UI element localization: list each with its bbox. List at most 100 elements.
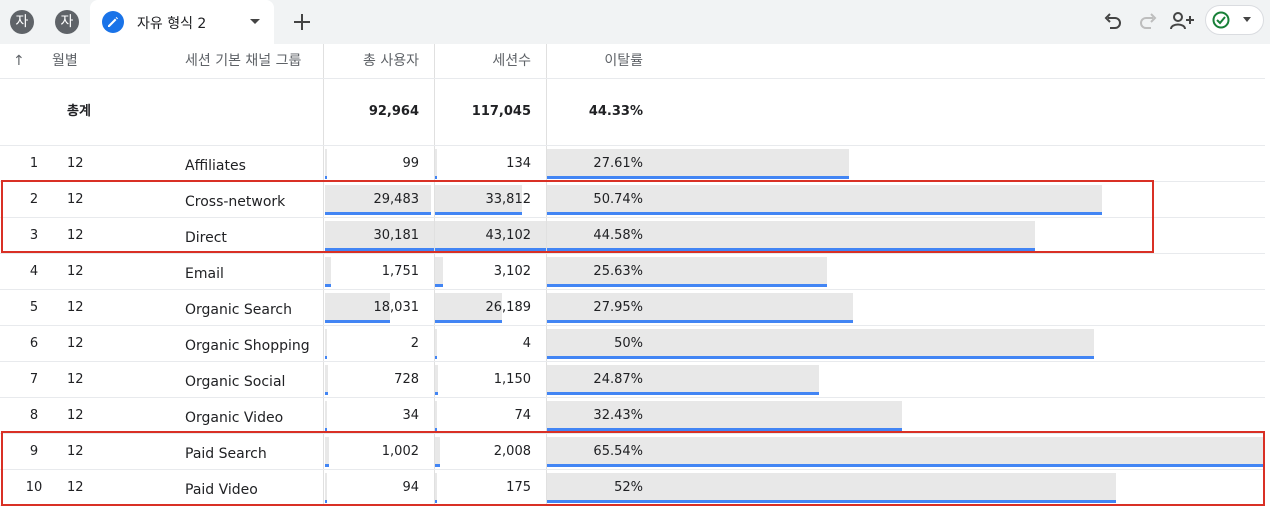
users-bar bbox=[325, 185, 431, 215]
total-users: 92,964 bbox=[368, 104, 419, 119]
column-divider bbox=[323, 79, 324, 145]
table-row[interactable]: 5 12 Organic Search 18,031 26,189 27.95% bbox=[0, 290, 1265, 326]
table-row[interactable]: 9 12 Paid Search 1,002 2,008 65.54% bbox=[0, 434, 1265, 470]
redo-icon bbox=[1140, 13, 1157, 29]
row-index: 5 bbox=[29, 300, 39, 315]
row-month: 12 bbox=[67, 444, 84, 459]
bounce-bar bbox=[547, 149, 849, 179]
bounce-bar bbox=[547, 473, 1116, 503]
table-row[interactable]: 4 12 Email 1,751 3,102 25.63% bbox=[0, 254, 1265, 290]
sessions-bar bbox=[435, 257, 443, 287]
row-bounce: 52% bbox=[614, 480, 643, 495]
table-row[interactable]: 1 12 Affiliates 99 134 27.61% bbox=[0, 146, 1265, 182]
dropdown-icon[interactable] bbox=[248, 15, 262, 29]
row-index: 7 bbox=[29, 372, 39, 387]
sessions-bar bbox=[435, 329, 437, 359]
row-users: 2 bbox=[410, 336, 419, 351]
bounce-bar bbox=[547, 401, 902, 431]
row-index: 6 bbox=[29, 336, 39, 351]
row-bounce: 27.95% bbox=[593, 300, 643, 315]
check-circle-icon bbox=[1212, 11, 1230, 29]
sessions-bar bbox=[435, 149, 437, 179]
redo-button[interactable] bbox=[1134, 7, 1162, 35]
row-sessions: 26,189 bbox=[485, 300, 532, 315]
row-users: 99 bbox=[402, 156, 419, 171]
table-row[interactable]: 3 12 Direct 30,181 43,102 44.58% bbox=[0, 218, 1265, 254]
column-divider bbox=[546, 218, 547, 253]
users-bar bbox=[325, 401, 327, 431]
column-divider bbox=[434, 254, 435, 289]
caret-down-icon bbox=[1243, 17, 1251, 22]
avatar[interactable]: 자 bbox=[10, 10, 34, 34]
sessions-bar bbox=[435, 221, 546, 251]
row-month: 12 bbox=[67, 480, 84, 495]
undo-button[interactable] bbox=[1099, 7, 1127, 35]
row-channel: Organic Shopping bbox=[185, 338, 310, 354]
column-divider bbox=[434, 362, 435, 397]
row-sessions: 43,102 bbox=[485, 228, 532, 243]
row-bounce: 50% bbox=[614, 336, 643, 351]
sort-arrow-icon[interactable]: ↑ bbox=[13, 53, 25, 69]
header-users[interactable]: 총 사용자 bbox=[363, 53, 419, 69]
row-index: 8 bbox=[29, 408, 39, 423]
users-bar bbox=[325, 473, 327, 503]
users-bar bbox=[325, 329, 327, 359]
column-divider bbox=[434, 434, 435, 469]
bounce-bar bbox=[547, 365, 819, 395]
avatar[interactable]: 자 bbox=[55, 10, 79, 34]
table-row[interactable]: 7 12 Organic Social 728 1,150 24.87% bbox=[0, 362, 1265, 398]
row-month: 12 bbox=[67, 336, 84, 351]
header-month[interactable]: 월별 bbox=[52, 53, 78, 69]
column-divider bbox=[323, 254, 324, 289]
users-bar bbox=[325, 149, 327, 179]
data-table: ↑ 월별 세션 기본 채널 그룹 총 사용자 세션수 이탈률 총계 92,964… bbox=[0, 44, 1265, 506]
row-index: 3 bbox=[29, 228, 39, 243]
users-bar bbox=[325, 257, 331, 287]
column-divider bbox=[546, 362, 547, 397]
header-bounce[interactable]: 이탈률 bbox=[604, 53, 643, 69]
row-sessions: 1,150 bbox=[493, 372, 531, 387]
sessions-bar bbox=[435, 185, 522, 215]
sessions-bar bbox=[435, 473, 437, 503]
table-row[interactable]: 6 12 Organic Shopping 2 4 50% bbox=[0, 326, 1265, 362]
bounce-bar bbox=[547, 221, 1035, 251]
row-sessions: 175 bbox=[506, 480, 531, 495]
row-month: 12 bbox=[67, 300, 84, 315]
row-bounce: 25.63% bbox=[593, 264, 643, 279]
total-bounce: 44.33% bbox=[588, 104, 643, 119]
row-channel: Email bbox=[185, 266, 224, 282]
row-channel: Paid Video bbox=[185, 482, 258, 498]
row-bounce: 50.74% bbox=[593, 192, 643, 207]
column-divider bbox=[546, 146, 547, 181]
status-dropdown[interactable] bbox=[1205, 5, 1264, 35]
sessions-bar bbox=[435, 365, 438, 395]
column-divider bbox=[546, 254, 547, 289]
row-channel: Cross-network bbox=[185, 194, 286, 210]
table-row[interactable]: 8 12 Organic Video 34 74 32.43% bbox=[0, 398, 1265, 434]
bounce-bar bbox=[547, 293, 853, 323]
edit-icon bbox=[102, 11, 124, 33]
column-divider bbox=[546, 326, 547, 361]
column-divider bbox=[323, 218, 324, 253]
column-divider bbox=[323, 362, 324, 397]
sessions-bar bbox=[435, 401, 437, 431]
table-header: ↑ 월별 세션 기본 채널 그룹 총 사용자 세션수 이탈률 bbox=[0, 44, 1265, 79]
tab-bar: 자 자 자유 형식 2 bbox=[0, 0, 1270, 44]
column-divider bbox=[434, 79, 435, 145]
row-channel: Organic Search bbox=[185, 302, 293, 318]
column-divider bbox=[434, 326, 435, 361]
row-month: 12 bbox=[67, 372, 84, 387]
row-users: 34 bbox=[402, 408, 419, 423]
row-sessions: 4 bbox=[522, 336, 531, 351]
header-channel[interactable]: 세션 기본 채널 그룹 bbox=[185, 53, 302, 69]
row-bounce: 44.58% bbox=[593, 228, 643, 243]
table-row[interactable]: 10 12 Paid Video 94 175 52% bbox=[0, 470, 1265, 506]
share-button[interactable] bbox=[1166, 7, 1194, 35]
add-tab-button[interactable] bbox=[279, 4, 325, 40]
users-bar bbox=[325, 365, 328, 395]
table-row[interactable]: 2 12 Cross-network 29,483 33,812 50.74% bbox=[0, 182, 1265, 218]
row-bounce: 24.87% bbox=[593, 372, 643, 387]
tab-freeform-2[interactable]: 자유 형식 2 bbox=[90, 0, 274, 44]
row-bounce: 27.61% bbox=[593, 156, 643, 171]
header-sessions[interactable]: 세션수 bbox=[492, 53, 531, 69]
